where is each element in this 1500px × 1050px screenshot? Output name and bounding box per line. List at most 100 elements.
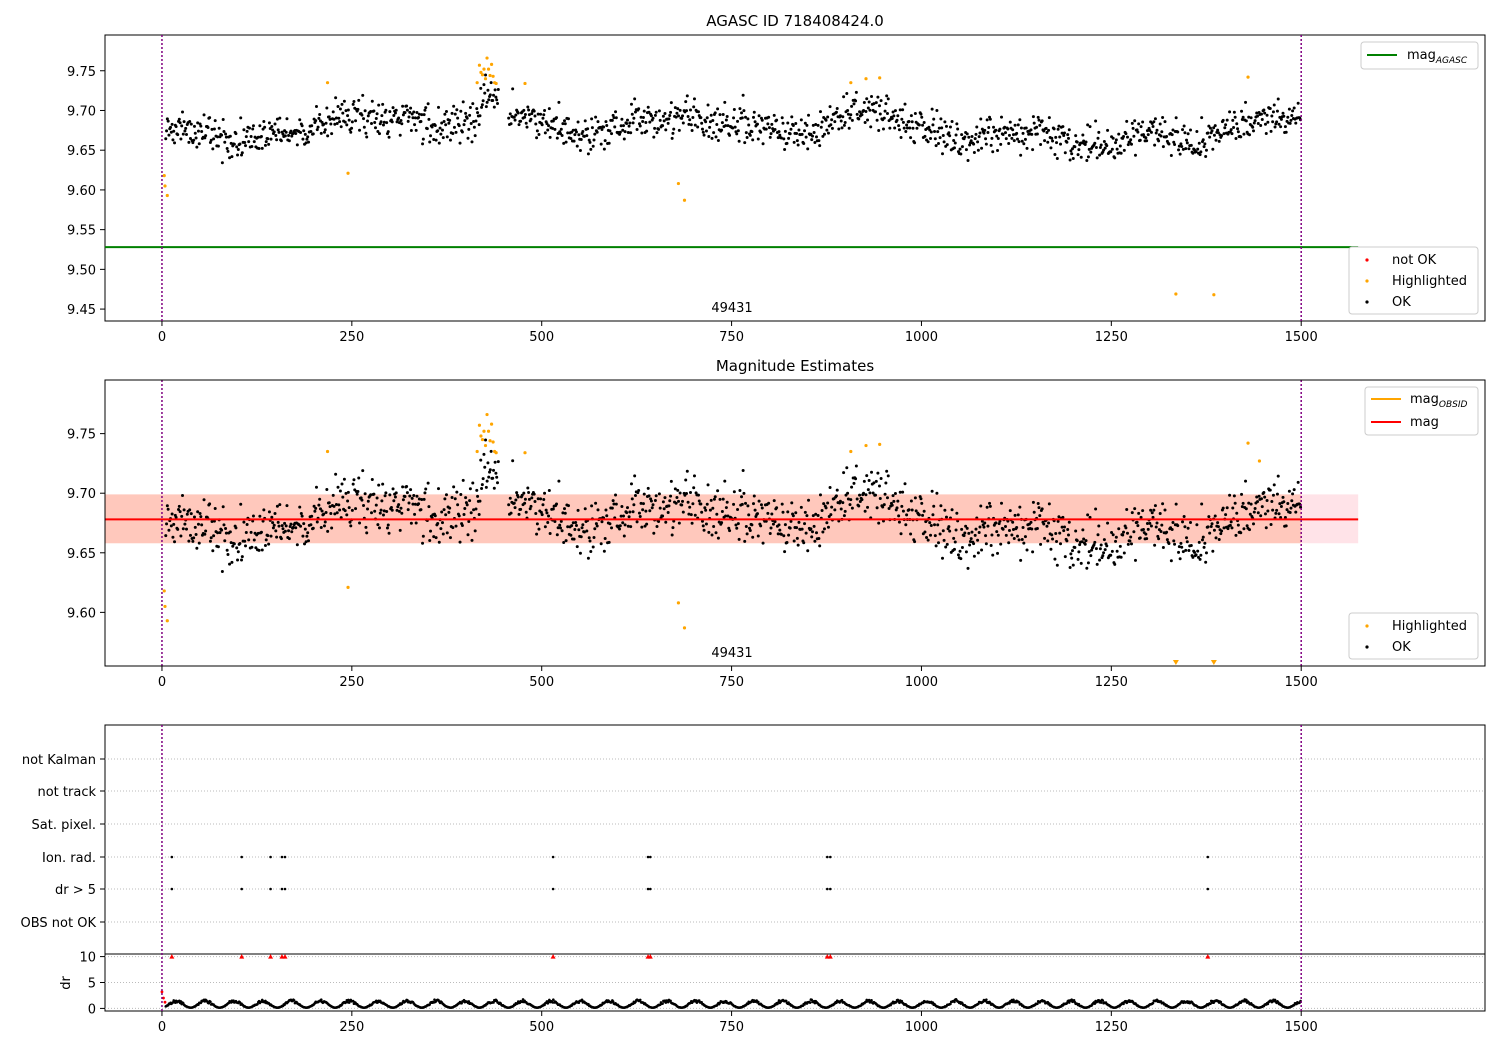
ok-point bbox=[1249, 502, 1253, 506]
ok-point bbox=[680, 116, 684, 120]
ok-point bbox=[346, 499, 350, 503]
ok-point bbox=[351, 102, 355, 106]
ok-point bbox=[401, 498, 405, 502]
ok-point bbox=[937, 142, 941, 146]
ok-point bbox=[342, 99, 346, 103]
ok-point bbox=[1035, 527, 1039, 531]
ok-point bbox=[589, 549, 593, 553]
ok-point bbox=[243, 539, 247, 543]
ok-point bbox=[724, 506, 728, 510]
ok-point bbox=[718, 113, 722, 117]
ok-point bbox=[1255, 495, 1259, 499]
ok-point bbox=[1214, 138, 1218, 142]
ok-point bbox=[266, 534, 270, 538]
ok-point bbox=[709, 498, 713, 502]
dr-point bbox=[611, 1000, 615, 1003]
ok-point bbox=[612, 502, 616, 506]
flags-grid bbox=[105, 758, 1485, 923]
ok-point bbox=[711, 118, 715, 122]
ok-point bbox=[283, 529, 287, 533]
ok-point bbox=[785, 541, 789, 545]
ok-point bbox=[922, 121, 926, 125]
ok-point bbox=[171, 138, 175, 142]
ok-point bbox=[181, 494, 185, 498]
ok-point bbox=[351, 482, 355, 486]
ok-point bbox=[631, 121, 635, 125]
ok-point bbox=[182, 508, 186, 512]
ok-point bbox=[852, 481, 856, 485]
ok-point bbox=[324, 121, 328, 125]
ok-point bbox=[188, 508, 192, 512]
ok-point bbox=[1051, 139, 1055, 143]
ok-point bbox=[548, 135, 552, 139]
ok-point bbox=[1068, 565, 1072, 569]
agasc-point-legend: not OK Highlighted OK bbox=[1348, 246, 1479, 315]
ok-point bbox=[1171, 128, 1175, 132]
out-of-range-marker bbox=[1210, 660, 1217, 665]
ok-point bbox=[643, 524, 647, 528]
ok-point bbox=[877, 128, 881, 132]
ok-point bbox=[199, 515, 203, 519]
flag-point bbox=[649, 887, 652, 891]
agasc-y-tick-label: 9.70 bbox=[67, 104, 96, 119]
ok-point bbox=[1119, 151, 1123, 155]
flags-points bbox=[170, 855, 1210, 891]
ok-point bbox=[523, 501, 527, 505]
legend-not-ok: not OK bbox=[1392, 253, 1437, 268]
ok-point bbox=[864, 493, 868, 497]
highlighted-point bbox=[489, 62, 494, 66]
flag-point bbox=[829, 855, 832, 859]
dr-point bbox=[870, 999, 873, 1002]
ok-point bbox=[387, 135, 391, 139]
ok-point bbox=[866, 106, 870, 110]
highlighted-point bbox=[864, 443, 868, 448]
ok-point bbox=[653, 499, 657, 503]
ok-point bbox=[921, 123, 925, 127]
ok-point bbox=[603, 139, 607, 143]
ok-point bbox=[541, 116, 545, 120]
dr-point bbox=[949, 1002, 952, 1006]
ok-point bbox=[414, 128, 418, 132]
ok-point bbox=[944, 545, 948, 549]
ok-point bbox=[1255, 500, 1259, 504]
ok-point bbox=[572, 537, 576, 541]
ok-point bbox=[307, 539, 311, 543]
ok-point bbox=[826, 131, 830, 135]
ok-point bbox=[594, 501, 598, 505]
ok-point bbox=[833, 508, 837, 512]
ok-point bbox=[273, 512, 277, 516]
ok-point bbox=[343, 120, 347, 124]
ok-point bbox=[723, 479, 727, 483]
ok-point bbox=[670, 533, 674, 537]
ok-point bbox=[604, 120, 608, 124]
ok-point bbox=[1179, 142, 1183, 146]
ok-point bbox=[400, 511, 404, 515]
ok-point bbox=[618, 527, 622, 531]
ok-point bbox=[1013, 513, 1017, 517]
ok-point bbox=[461, 478, 465, 482]
ok-point bbox=[772, 499, 776, 503]
ok-point bbox=[999, 142, 1003, 146]
ok-point bbox=[974, 527, 978, 531]
ok-point bbox=[327, 115, 331, 119]
ok-point bbox=[948, 134, 952, 138]
dr-point bbox=[664, 1001, 668, 1004]
ok-point bbox=[298, 118, 302, 122]
ok-point bbox=[748, 133, 752, 137]
ok-point bbox=[994, 521, 998, 525]
ok-point bbox=[1153, 117, 1157, 121]
ok-point bbox=[1198, 153, 1202, 157]
ok-point bbox=[1019, 126, 1023, 130]
ok-point bbox=[872, 481, 876, 485]
ok-point bbox=[177, 504, 181, 508]
ok-point bbox=[193, 131, 197, 135]
ok-point bbox=[839, 119, 843, 123]
dr-point bbox=[552, 998, 555, 1001]
ok-point bbox=[1020, 139, 1024, 143]
ok-point bbox=[374, 503, 378, 507]
ok-point bbox=[1035, 132, 1039, 136]
ok-point bbox=[529, 504, 533, 508]
ok-point bbox=[547, 514, 551, 518]
ok-point bbox=[517, 123, 521, 127]
ok-point bbox=[569, 137, 573, 141]
